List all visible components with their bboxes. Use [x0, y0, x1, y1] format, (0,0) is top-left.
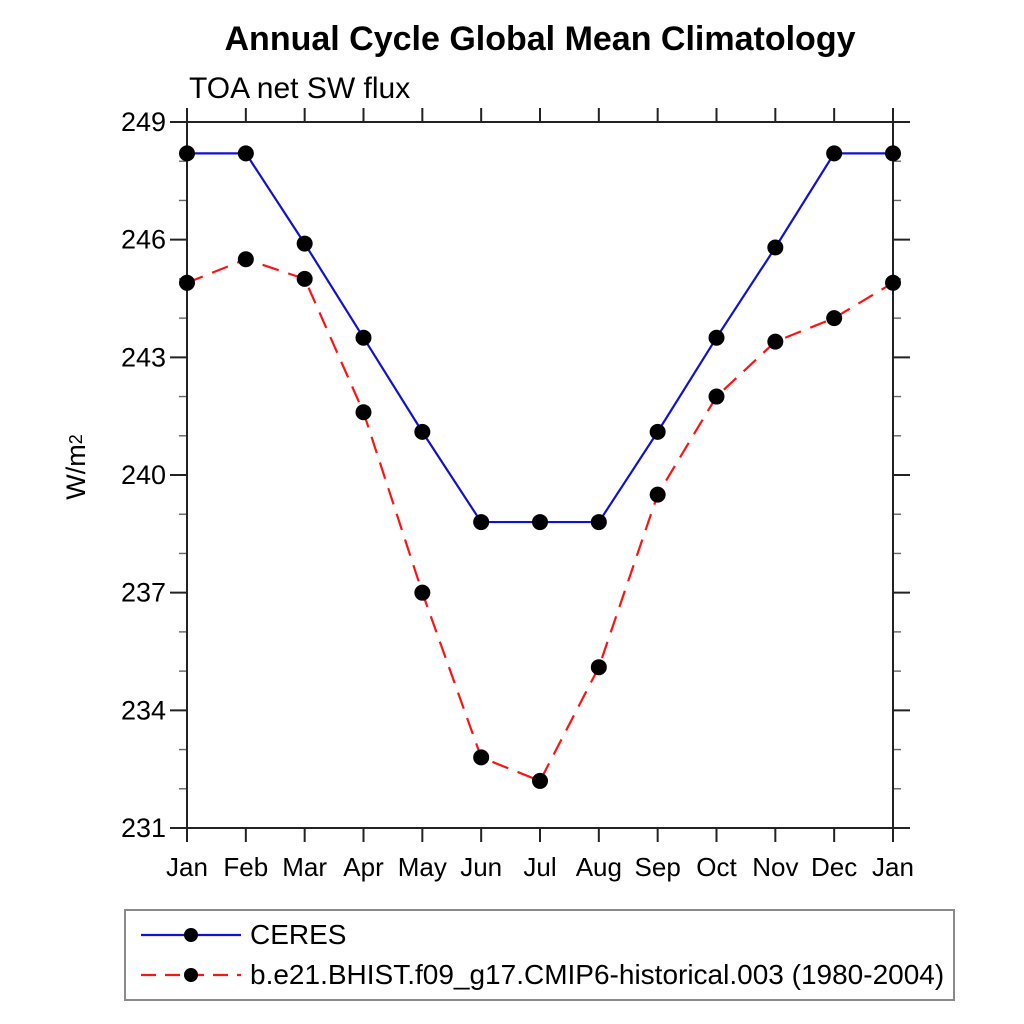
- series-0-marker: [179, 145, 195, 162]
- x-tick-label: May: [398, 852, 447, 882]
- series-1-marker: [473, 749, 490, 766]
- y-tick-label: 231: [121, 813, 166, 843]
- x-tick-label: Nov: [752, 852, 798, 882]
- legend-sample-marker-icon: [184, 928, 198, 942]
- series-0-marker: [296, 235, 313, 252]
- series-0-marker: [826, 145, 843, 162]
- series-1-marker: [414, 584, 431, 601]
- x-tick-label: Dec: [811, 852, 857, 882]
- series-0-marker: [885, 145, 901, 162]
- series-1-marker: [649, 486, 666, 503]
- series-1-marker: [532, 772, 548, 789]
- x-tick-label: Jul: [523, 852, 556, 882]
- chart-legend: CERES b.e21.BHIST.f09_g17.CMIP6-historic…: [124, 909, 955, 1001]
- y-tick-label: 249: [121, 107, 166, 137]
- y-tick-label: 246: [121, 225, 166, 255]
- legend-sample-marker-icon: [184, 968, 198, 982]
- x-tick-label: Jun: [460, 852, 502, 882]
- x-tick-label: Feb: [223, 852, 268, 882]
- series-1-marker: [237, 251, 254, 268]
- series-0-marker: [532, 514, 548, 531]
- x-tick-label: Sep: [635, 852, 681, 882]
- series-1-marker: [708, 388, 725, 405]
- series-1-marker: [296, 270, 313, 287]
- series-1-marker: [767, 333, 784, 350]
- x-tick-label: Mar: [282, 852, 327, 882]
- series-0-marker: [414, 423, 431, 440]
- plot-frame: [186, 121, 894, 829]
- x-tick-label: Apr: [343, 852, 384, 882]
- y-tick-label: 234: [121, 695, 166, 725]
- y-tick-label: 240: [121, 460, 166, 490]
- series-0-marker: [473, 514, 490, 531]
- x-tick-label: Jan: [166, 852, 208, 882]
- chart-title: Annual Cycle Global Mean Climatology: [224, 20, 856, 58]
- x-tick-label: Jan: [872, 852, 914, 882]
- series-0-marker: [708, 329, 725, 346]
- series-1-marker: [179, 274, 195, 291]
- series-0-marker: [590, 514, 607, 531]
- series-1-marker: [826, 310, 843, 327]
- x-tick-label: Aug: [576, 852, 622, 882]
- y-tick-label: 237: [121, 578, 166, 608]
- series-1-marker: [590, 659, 607, 676]
- series-0-marker: [237, 145, 254, 162]
- series-0-marker: [649, 423, 666, 440]
- series-1-marker: [885, 274, 901, 291]
- legend-row-ceres: CERES: [138, 918, 953, 952]
- legend-line-sample-solid: [141, 928, 241, 942]
- series-0-marker: [767, 239, 784, 256]
- legend-row-model: b.e21.BHIST.f09_g17.CMIP6-historical.003…: [138, 958, 953, 992]
- chart-subtitle: TOA net SW flux: [189, 72, 411, 105]
- x-tick-label: Oct: [696, 852, 737, 882]
- series-0-marker: [355, 329, 372, 346]
- series-1-marker: [355, 404, 372, 421]
- legend-line-sample-dashed: [141, 968, 241, 982]
- legend-label-model: b.e21.BHIST.f09_g17.CMIP6-historical.003…: [250, 959, 945, 990]
- y-tick-label: 243: [121, 342, 166, 372]
- legend-label-ceres: CERES: [250, 919, 347, 950]
